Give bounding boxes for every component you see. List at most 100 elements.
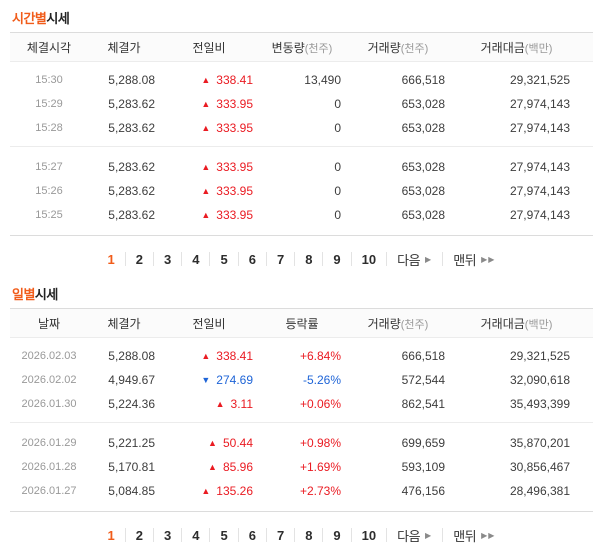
col-header-rate: 등락률 (285, 316, 319, 331)
col-header-change: 전일비 (192, 40, 226, 55)
page-button-3[interactable]: 3 (153, 252, 181, 267)
amount-cell: 28,496,381 (509, 484, 570, 498)
time-cell: 15:29 (35, 98, 63, 110)
price-cell: 5,084.85 (108, 484, 155, 498)
price-cell: 5,288.08 (108, 349, 155, 363)
table-row: 15:30 5,288.08 ▲ 338.41 13,490 666,518 29… (10, 68, 593, 92)
delta-cell: 0 (334, 184, 341, 198)
amount-cell: 27,974,143 (509, 97, 570, 111)
time-cell: 15:26 (35, 185, 63, 197)
change-cell: ▲ 338.41 (201, 73, 253, 87)
col-header-volume: 거래량(천주) (367, 316, 429, 331)
double-arrow-right-icon: ▶▶ (481, 530, 496, 540)
page-button-8[interactable]: 8 (294, 528, 322, 543)
delta-cell: 13,490 (304, 73, 341, 87)
price-cell: 5,221.25 (108, 436, 155, 450)
table-row: 15:26 5,283.62 ▲ 333.95 0 653,028 27,974,… (10, 179, 593, 203)
date-cell: 2026.02.03 (21, 350, 77, 362)
page-button-7[interactable]: 7 (265, 252, 294, 267)
daily-group-2: 2026.01.29 5,221.25 ▲ 50.44 +0.98% 699,65… (10, 422, 593, 511)
change-cell: ▲ 333.95 (201, 160, 253, 174)
up-arrow-icon: ▲ (208, 438, 217, 448)
rate-cell: +0.06% (299, 397, 341, 411)
change-cell: ▲ 135.26 (201, 484, 253, 498)
volume-cell: 666,518 (401, 349, 445, 363)
col-header-price: 체결가 (107, 40, 141, 55)
next-page-button[interactable]: 다음 ▶ (386, 528, 442, 544)
volume-cell: 653,028 (401, 184, 445, 198)
page-button-4[interactable]: 4 (181, 528, 209, 543)
amount-cell: 35,493,399 (509, 397, 570, 411)
page-button-2[interactable]: 2 (124, 528, 153, 543)
rate-cell: +1.69% (299, 460, 341, 474)
daily-pagination: 1 2 3 4 5 6 7 8 9 10 다음 ▶ 맨뒤 ▶▶ (10, 525, 593, 545)
volume-cell: 699,659 (401, 436, 445, 450)
change-cell: ▲ 50.44 (208, 436, 253, 450)
rate-cell: +6.84% (299, 349, 341, 363)
col-header-volume: 거래량(천주) (367, 40, 429, 55)
col-header-change: 전일비 (192, 316, 226, 331)
table-row: 15:29 5,283.62 ▲ 333.95 0 653,028 27,974,… (10, 92, 593, 116)
up-arrow-icon: ▲ (208, 462, 217, 472)
up-arrow-icon: ▲ (201, 162, 211, 172)
last-page-button[interactable]: 맨뒤 ▶▶ (442, 528, 505, 544)
hourly-table: 체결시각 체결가 전일비 변동량(천주) 거래량(천주) 거래대금(백만) 15… (10, 32, 593, 236)
col-header-time: 체결시각 (26, 40, 72, 55)
last-page-button[interactable]: 맨뒤 ▶▶ (442, 252, 505, 268)
change-cell: ▼ 274.69 (201, 373, 253, 387)
up-arrow-icon: ▲ (201, 99, 211, 109)
hourly-group-1: 15:30 5,288.08 ▲ 338.41 13,490 666,518 29… (10, 62, 593, 146)
page-button-10[interactable]: 10 (350, 528, 386, 543)
time-cell: 15:28 (35, 122, 63, 134)
time-cell: 15:30 (35, 74, 63, 86)
col-header-delta: 변동량(천주) (271, 40, 333, 55)
time-cell: 15:25 (35, 209, 63, 221)
price-cell: 5,283.62 (108, 97, 155, 111)
amount-cell: 30,856,467 (509, 460, 570, 474)
table-row: 2026.01.28 5,170.81 ▲ 85.96 +1.69% 593,10… (10, 455, 593, 479)
price-cell: 5,170.81 (108, 460, 155, 474)
table-row: 2026.01.27 5,084.85 ▲ 135.26 +2.73% 476,1… (10, 479, 593, 503)
up-arrow-icon: ▲ (201, 210, 211, 220)
page-button-9[interactable]: 9 (322, 528, 350, 543)
change-cell: ▲ 3.11 (215, 397, 253, 411)
page-button-1[interactable]: 1 (107, 527, 115, 543)
date-cell: 2026.01.29 (21, 437, 77, 449)
table-row: 2026.01.29 5,221.25 ▲ 50.44 +0.98% 699,65… (10, 431, 593, 455)
volume-cell: 653,028 (401, 121, 445, 135)
hourly-group-2: 15:27 5,283.62 ▲ 333.95 0 653,028 27,974,… (10, 146, 593, 235)
page-button-10[interactable]: 10 (350, 252, 386, 267)
page-button-5[interactable]: 5 (209, 528, 237, 543)
page-button-5[interactable]: 5 (209, 252, 237, 267)
hourly-pagination: 1 2 3 4 5 6 7 8 9 10 다음 ▶ 맨뒤 ▶▶ (10, 249, 593, 269)
double-arrow-right-icon: ▶▶ (481, 254, 496, 264)
amount-cell: 27,974,143 (509, 208, 570, 222)
page-button-6[interactable]: 6 (237, 528, 266, 543)
price-cell: 5,283.62 (108, 121, 155, 135)
hourly-title-rest: 시세 (46, 11, 70, 26)
volume-cell: 653,028 (401, 160, 445, 174)
price-cell: 5,224.36 (108, 397, 155, 411)
page-button-3[interactable]: 3 (153, 528, 181, 543)
delta-cell: 0 (334, 208, 341, 222)
daily-group-1: 2026.02.03 5,288.08 ▲ 338.41 +6.84% 666,5… (10, 338, 593, 422)
daily-title-rest: 시세 (34, 287, 58, 302)
up-arrow-icon: ▲ (201, 123, 211, 133)
page-button-4[interactable]: 4 (181, 252, 209, 267)
next-page-button[interactable]: 다음 ▶ (386, 252, 442, 268)
page-button-2[interactable]: 2 (124, 252, 153, 267)
change-cell: ▲ 333.95 (201, 208, 253, 222)
page-button-8[interactable]: 8 (294, 252, 322, 267)
page-button-9[interactable]: 9 (322, 252, 350, 267)
daily-header-row: 날짜 체결가 전일비 등락률 거래량(천주) 거래대금(백만) (10, 309, 593, 338)
change-cell: ▲ 333.95 (201, 184, 253, 198)
page-button-7[interactable]: 7 (265, 528, 294, 543)
page-button-1[interactable]: 1 (107, 251, 115, 267)
col-header-amount: 거래대금(백만) (480, 316, 553, 331)
rate-cell: +0.98% (299, 436, 341, 450)
page-button-6[interactable]: 6 (237, 252, 266, 267)
price-cell: 5,288.08 (108, 73, 155, 87)
amount-cell: 27,974,143 (509, 160, 570, 174)
daily-table: 날짜 체결가 전일비 등락률 거래량(천주) 거래대금(백만) 2026.02.… (10, 308, 593, 512)
date-cell: 2026.02.02 (21, 374, 77, 386)
